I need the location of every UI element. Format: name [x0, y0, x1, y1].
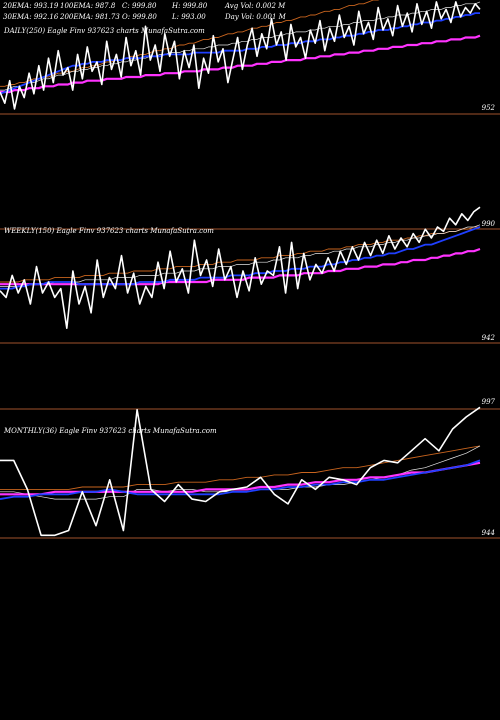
- header-high: H: 999.80: [171, 2, 208, 10]
- weekly-panel-title: WEEKLY(150) Eagle Finv 937623 charts Mun…: [4, 227, 214, 235]
- weekly-series: [0, 206, 481, 330]
- weekly-panel: WEEKLY(150) Eagle Finv 937623 charts Mun…: [0, 206, 500, 344]
- header-ema100: 100EMA: 987.8: [60, 2, 116, 10]
- weekly-price-label-top: 990: [482, 220, 496, 228]
- monthly-series: [0, 406, 481, 537]
- daily-panel-title: DAILY(250) Eagle Finv 937623 charts Muna…: [3, 27, 205, 35]
- daily-price-label: 952: [482, 104, 496, 112]
- monthly-price-label-top: 997: [482, 398, 496, 406]
- daily-panel: DAILY(250) Eagle Finv 937623 charts Muna…: [0, 0, 500, 115]
- header-close: C: 999.80: [122, 2, 157, 10]
- header-low: L: 993.00: [171, 13, 206, 21]
- header-ema30: 30EMA: 992.16: [3, 13, 59, 21]
- header-ema20: 20EMA: 993.19: [2, 2, 59, 10]
- monthly-ema-blue-line: [0, 459, 481, 500]
- daily-series: [0, 0, 481, 110]
- header-day-vol: Day Vol: 0.001 M: [224, 13, 287, 21]
- weekly-price-line: [0, 206, 481, 330]
- daily-ema-magenta-line: [0, 34, 481, 94]
- header-info: 20EMA: 993.19 100EMA: 987.8 C: 999.80 H:…: [2, 2, 287, 21]
- header-avg-vol: Avg Vol: 0.002 M: [224, 2, 286, 10]
- monthly-panel: MONTHLY(36) Eagle Finv 937623 charts Mun…: [0, 398, 500, 539]
- monthly-panel-title: MONTHLY(36) Eagle Finv 937623 charts Mun…: [3, 427, 217, 435]
- header-ema200: 200EMA: 981.73: [59, 13, 120, 21]
- monthly-ema-brown-line: [0, 445, 481, 490]
- weekly-price-label-bottom: 942: [482, 334, 496, 342]
- monthly-price-line: [0, 406, 481, 537]
- header-open: O: 999.80: [122, 13, 157, 21]
- monthly-price-label-bottom: 944: [482, 529, 495, 537]
- weekly-ema-blue-line: [0, 226, 481, 290]
- daily-price-line: [0, 1, 481, 110]
